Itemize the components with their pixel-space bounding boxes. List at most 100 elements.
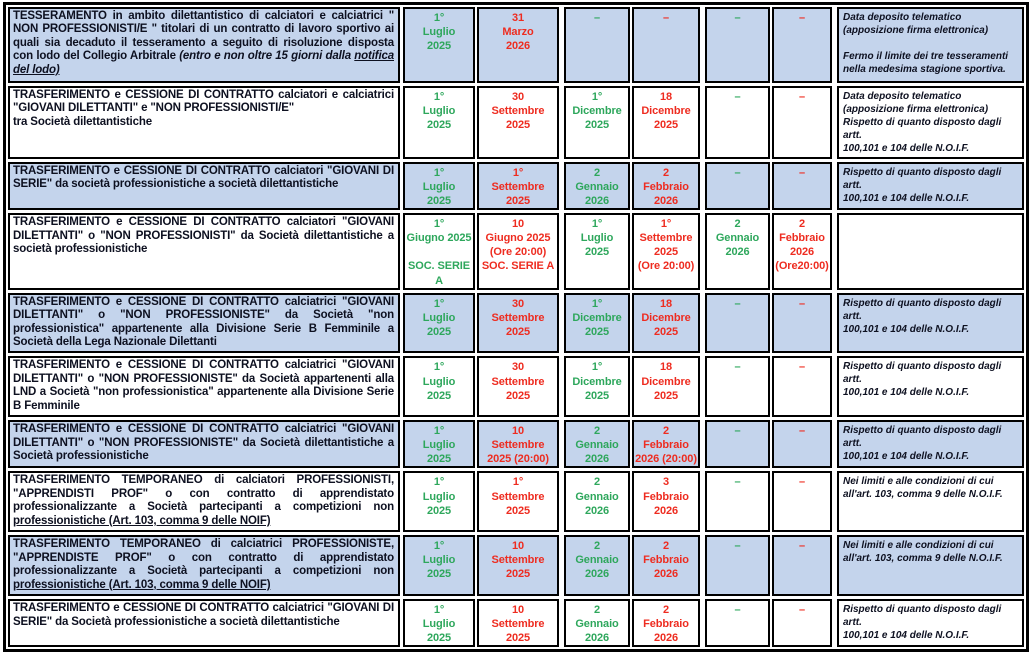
row-description: TRASFERIMENTO e CESSIONE DI CONTRATTO ca…: [8, 356, 400, 418]
row-description: TRASFERIMENTO e CESSIONE DI CONTRATTO ca…: [8, 292, 400, 354]
deadline-date-cell: 2 Gennaio 2026: [564, 162, 630, 211]
deadline-date-cell: –: [705, 471, 770, 533]
row-description: TRASFERIMENTO e CESSIONE DI CONTRATTO ca…: [8, 162, 400, 211]
description-segment: TRASFERIMENTO e CESSIONE DI CONTRATTO ca…: [13, 423, 394, 463]
deadline-date-cell: 1° Settembre 2025: [477, 162, 559, 211]
row-description: TESSERAMENTO in ambito dilettantistico d…: [8, 7, 400, 83]
deadline-date-cell: 1° Settembre 2025 (Ore 20:00): [632, 213, 700, 290]
deadline-date-cell: 30 Settembre 2025: [477, 356, 559, 418]
description-segment: TESSERAMENTO in ambito dilettantistico d…: [13, 10, 394, 63]
table-row: TRASFERIMENTO e CESSIONE DI CONTRATTO ca…: [8, 162, 1024, 211]
deadline-date-cell: 2 Gennaio 2026: [564, 535, 630, 597]
deadline-date-cell: –: [705, 162, 770, 211]
deadline-date-cell: –: [772, 599, 832, 648]
deadline-date-cell: 3 Febbraio 2026: [632, 471, 700, 533]
deadline-date-cell: –: [772, 420, 832, 469]
deadline-date-cell: 2 Febbraio 2026: [632, 535, 700, 597]
deadline-date-cell: –: [772, 86, 832, 159]
deadline-date-cell: 10 Settembre 2025 (20:00): [477, 420, 559, 469]
row-notes: Data deposito telematico (apposizione fi…: [837, 7, 1024, 83]
row-description: TRASFERIMENTO e CESSIONE DI CONTRATTO ca…: [8, 420, 400, 469]
row-notes: Data deposito telematico (apposizione fi…: [837, 86, 1024, 159]
description-segment: TRASFERIMENTO e CESSIONE DI CONTRATTO ca…: [13, 295, 394, 348]
deadline-date-cell: 18 Dicembre 2025: [632, 292, 700, 354]
description-segment: TRASFERIMENTO e CESSIONE DI CONTRATTO ca…: [13, 602, 394, 628]
deadline-date-cell: 2 Gennaio 2026: [564, 420, 630, 469]
row-notes: Rispetto di quanto disposto dagli artt. …: [837, 599, 1024, 648]
table-row: TRASFERIMENTO TEMPORANEO di calciatori P…: [8, 471, 1024, 533]
table-row: TRASFERIMENTO e CESSIONE DI CONTRATTO ca…: [8, 213, 1024, 290]
table-row: TRASFERIMENTO e CESSIONE DI CONTRATTO ca…: [8, 292, 1024, 354]
table-row: TRASFERIMENTO e CESSIONE DI CONTRATTO ca…: [8, 599, 1024, 648]
row-notes: Rispetto di quanto disposto dagli artt. …: [837, 356, 1024, 418]
deadline-date-cell: 2 Febbraio 2026 (20:00): [632, 420, 700, 469]
row-description: TRASFERIMENTO e CESSIONE DI CONTRATTO ca…: [8, 599, 400, 648]
deadline-date-cell: –: [772, 162, 832, 211]
description-segment: professionistiche (Art. 103, comma 9 del…: [13, 578, 271, 591]
deadline-date-cell: 31 Marzo 2026: [477, 7, 559, 83]
deadline-date-cell: 10 Settembre 2025: [477, 535, 559, 597]
table-row: TRASFERIMENTO e CESSIONE DI CONTRATTO ca…: [8, 86, 1024, 159]
row-description: TRASFERIMENTO e CESSIONE DI CONTRATTO ca…: [8, 86, 400, 159]
deadline-date-cell: 2 Gennaio 2026: [564, 599, 630, 648]
description-segment: notifica del lodo): [13, 50, 394, 76]
deadline-date-cell: –: [705, 86, 770, 159]
deadline-date-cell: 1° Luglio 2025: [564, 213, 630, 290]
deadline-date-cell: 1° Luglio 2025: [403, 420, 475, 469]
deadline-date-cell: 1° Dicembre 2025: [564, 292, 630, 354]
row-notes: Nei limiti e alle condizioni di cui all'…: [837, 471, 1024, 533]
deadline-date-cell: 1° Luglio 2025: [403, 356, 475, 418]
row-description: TRASFERIMENTO TEMPORANEO di calciatori P…: [8, 471, 400, 533]
deadline-date-cell: –: [632, 7, 700, 83]
row-notes: Rispetto di quanto disposto dagli artt. …: [837, 292, 1024, 354]
deadline-date-cell: –: [772, 471, 832, 533]
deadline-date-cell: –: [705, 599, 770, 648]
description-segment: TRASFERIMENTO e CESSIONE DI CONTRATTO ca…: [13, 89, 394, 128]
deadline-date-cell: 10 Settembre 2025: [477, 599, 559, 648]
row-description: TRASFERIMENTO e CESSIONE DI CONTRATTO ca…: [8, 213, 400, 290]
deadline-date-cell: 2 Febbraio 2026: [632, 162, 700, 211]
row-notes: Rispetto di quanto disposto dagli artt. …: [837, 162, 1024, 211]
deadline-date-cell: 30 Settembre 2025: [477, 292, 559, 354]
deadline-date-cell: 1° Giugno 2025 SOC. SERIE A: [403, 213, 475, 290]
deadline-date-cell: 10 Giugno 2025 (Ore 20:00) SOC. SERIE A: [477, 213, 559, 290]
deadline-date-cell: 18 Dicembre 2025: [632, 86, 700, 159]
deadline-date-cell: –: [705, 7, 770, 83]
deadline-date-cell: –: [705, 356, 770, 418]
deadline-date-cell: –: [564, 7, 630, 83]
description-segment: TRASFERIMENTO TEMPORANEO di calciatrici …: [13, 538, 394, 578]
description-segment: (entro e non oltre 15 giorni dalla: [179, 50, 355, 63]
row-description: TRASFERIMENTO TEMPORANEO di calciatrici …: [8, 535, 400, 597]
deadline-date-cell: 2 Febbraio 2026 (Ore20:00): [772, 213, 832, 290]
deadline-date-cell: 1° Luglio 2025: [403, 86, 475, 159]
deadline-date-cell: –: [772, 356, 832, 418]
deadline-date-cell: –: [772, 7, 832, 83]
deadline-date-cell: 30 Settembre 2025: [477, 86, 559, 159]
deadline-date-cell: 1° Luglio 2025: [403, 471, 475, 533]
table-row: TRASFERIMENTO e CESSIONE DI CONTRATTO ca…: [8, 420, 1024, 469]
description-segment: TRASFERIMENTO e CESSIONE DI CONTRATTO ca…: [13, 359, 394, 412]
deadline-date-cell: –: [705, 292, 770, 354]
deadline-date-cell: 1° Luglio 2025: [403, 292, 475, 354]
deadline-date-cell: 2 Febbraio 2026: [632, 599, 700, 648]
deadline-date-cell: 1° Dicembre 2025: [564, 356, 630, 418]
transfer-deadlines-table: TESSERAMENTO in ambito dilettantistico d…: [3, 2, 1029, 652]
deadline-date-cell: –: [772, 292, 832, 354]
deadline-date-cell: 1° Luglio 2025: [403, 535, 475, 597]
deadline-date-cell: 1° Settembre 2025: [477, 471, 559, 533]
description-segment: TRASFERIMENTO e CESSIONE DI CONTRATTO ca…: [13, 165, 394, 191]
row-notes: Rispetto di quanto disposto dagli artt. …: [837, 420, 1024, 469]
row-notes: Nei limiti e alle condizioni di cui all'…: [837, 535, 1024, 597]
deadline-date-cell: 2 Gennaio 2026: [705, 213, 770, 290]
table-row: TRASFERIMENTO e CESSIONE DI CONTRATTO ca…: [8, 356, 1024, 418]
description-segment: TRASFERIMENTO TEMPORANEO di calciatori P…: [13, 474, 394, 514]
table-row: TESSERAMENTO in ambito dilettantistico d…: [8, 7, 1024, 83]
deadline-date-cell: 1° Dicembre 2025: [564, 86, 630, 159]
row-notes: [837, 213, 1024, 290]
table-row: TRASFERIMENTO TEMPORANEO di calciatrici …: [8, 535, 1024, 597]
deadline-date-cell: 1° Luglio 2025: [403, 599, 475, 648]
deadline-date-cell: 1° Luglio 2025: [403, 162, 475, 211]
deadline-date-cell: 2 Gennaio 2026: [564, 471, 630, 533]
deadline-date-cell: 1° Luglio 2025: [403, 7, 475, 83]
deadline-date-cell: 18 Dicembre 2025: [632, 356, 700, 418]
